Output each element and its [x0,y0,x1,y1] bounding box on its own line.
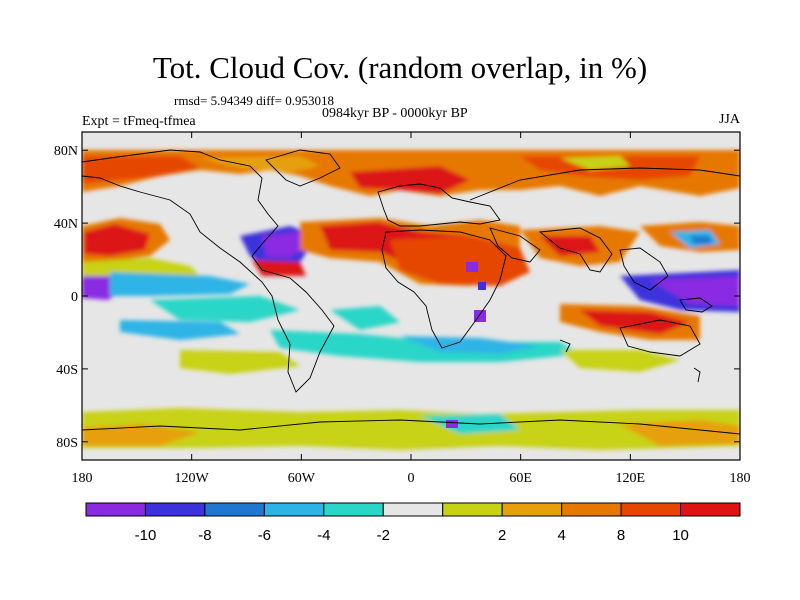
colorbar-swatch [263,502,325,517]
colorbar-swatch [442,502,503,517]
colorbar-swatch [144,502,206,517]
colorbar-label: -6 [258,527,271,544]
period-text: 0984kyr BP - 0000kyr BP [322,106,468,121]
plot-title: Tot. Cloud Cov. (random overlap, in %) [152,50,648,85]
x-tick-label: 180 [72,471,93,486]
colorbar-swatch [561,502,622,517]
colorbar-label: 8 [617,527,625,544]
colorbar: -10 -8 -6 -4 -2 2 4 8 10 [85,502,741,544]
field-pixel [446,420,458,428]
colorbar-label: 10 [672,527,689,544]
field-pixel [466,262,478,272]
experiment-text: Expt = tFmeq-tfmea [82,114,196,129]
colorbar-swatch [382,502,444,517]
stats-text: rmsd= 5.94349 diff= 0.953018 [174,93,334,108]
colorbar-label: -4 [317,527,330,544]
colorbar-swatch [204,502,265,517]
y-tick-label: 40S [56,363,78,378]
colorbar-label: -8 [198,527,211,544]
season-label: JJA [718,112,740,127]
colorbar-swatch [501,502,563,517]
x-tick-label: 120E [616,471,646,486]
colorbar-swatch [85,502,146,517]
colorbar-label: 4 [557,527,565,544]
colorbar-label: 2 [498,527,506,544]
coastlines [82,149,740,435]
x-tick-label: 180 [730,471,751,486]
colorbar-swatch [323,502,384,517]
colorbar-label: -2 [377,527,390,544]
x-tick-label: 0 [408,471,415,486]
cloud-anomaly-field [82,150,740,450]
y-tick-label: 0 [71,290,78,305]
y-tick-label: 80S [56,436,78,451]
x-tick-label: 60E [509,471,532,486]
y-tick-label: 40N [54,217,78,232]
y-tick-label: 80N [54,144,78,159]
colorbar-swatch [680,502,741,517]
map-panel: 180 120W 60W 0 60E 120E 180 80N 40N 0 40S 80S [54,131,751,486]
field-pixel [478,282,486,290]
axis-ticks: 180 120W 60W 0 60E 120E 180 80N 40N 0 40S 80S [54,132,751,486]
colorbar-label: -10 [135,527,157,544]
x-tick-label: 60W [288,471,316,486]
x-tick-label: 120W [175,471,210,486]
colorbar-swatch [620,502,682,517]
